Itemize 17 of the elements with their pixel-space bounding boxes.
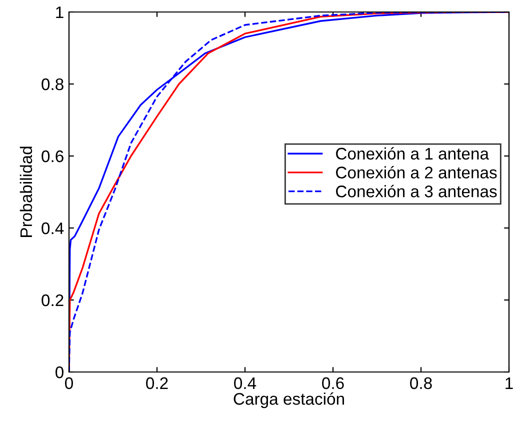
x-tick-label: 0.2 bbox=[146, 377, 168, 390]
x-tick-label: 0.6 bbox=[322, 377, 344, 390]
x-axis-title: Carga estación bbox=[234, 392, 344, 408]
y-tick-label: 0 bbox=[56, 366, 64, 378]
y-tick-label: 0.6 bbox=[42, 150, 64, 162]
y-axis-title: Probabilidad bbox=[20, 146, 32, 237]
x-tick-label: 0 bbox=[65, 377, 73, 390]
x-tick-label: 0.4 bbox=[234, 377, 256, 390]
y-tick-label: 0.2 bbox=[42, 294, 64, 306]
x-tick-label: 0.8 bbox=[410, 377, 432, 390]
y-tick-label: 0.8 bbox=[42, 78, 64, 90]
legend-label: Conexión a 2 antenas bbox=[336, 166, 497, 178]
y-tick-label: 0.4 bbox=[42, 222, 64, 234]
y-tick-label: 1 bbox=[56, 6, 64, 18]
legend-label: Conexión a 1 antena bbox=[336, 147, 490, 160]
legend-label: Conexión a 3 antenas bbox=[336, 184, 497, 198]
x-tick-label: 1 bbox=[506, 377, 513, 389]
